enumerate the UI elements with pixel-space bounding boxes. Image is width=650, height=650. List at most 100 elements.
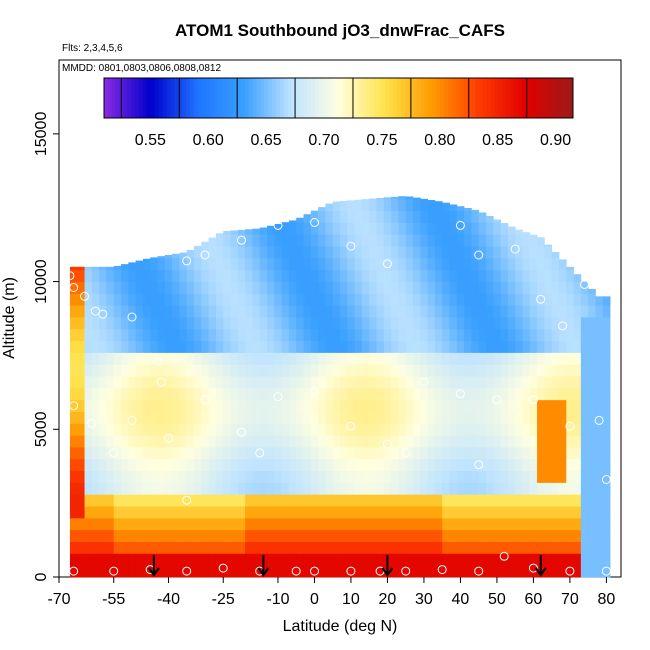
heatmap-cell xyxy=(325,506,334,519)
heatmap-cell xyxy=(507,246,516,259)
heatmap-cell xyxy=(245,293,253,306)
heatmap-cell xyxy=(230,541,239,554)
colorbar-segment xyxy=(115,78,121,118)
heatmap-cell xyxy=(128,458,137,472)
heatmap-cell xyxy=(296,458,304,472)
heatmap-cell xyxy=(91,340,100,353)
heatmap-cell xyxy=(464,376,472,389)
colorbar-segment xyxy=(354,78,359,118)
heatmap-cell xyxy=(420,399,428,412)
heatmap-cell xyxy=(471,553,480,566)
heatmap-cell xyxy=(595,553,604,566)
heatmap-cell xyxy=(267,234,275,247)
heatmap-cell xyxy=(325,482,334,495)
heatmap-cell xyxy=(544,246,553,259)
heatmap-cell xyxy=(223,399,231,412)
heatmap-cell xyxy=(558,529,567,542)
heatmap-cell xyxy=(128,506,137,519)
heatmap-cell xyxy=(478,340,487,353)
heatmap-cell xyxy=(303,281,312,294)
heatmap-cell xyxy=(471,494,480,507)
heatmap-cell xyxy=(215,529,224,542)
heatmap-cell xyxy=(391,553,399,566)
heatmap-cell xyxy=(142,506,151,519)
colorbar-segment xyxy=(303,78,308,118)
heatmap-cell xyxy=(208,411,217,424)
heatmap-cell xyxy=(471,470,480,483)
heatmap-cell xyxy=(142,470,151,483)
heatmap-cell xyxy=(99,305,107,318)
heatmap-cell xyxy=(595,529,604,542)
heatmap-cell xyxy=(135,305,144,318)
heatmap-cell xyxy=(551,447,560,460)
colorbar-segment xyxy=(361,78,367,118)
heatmap-cell xyxy=(347,387,355,401)
heatmap-cell xyxy=(449,482,458,495)
heatmap-cell xyxy=(201,376,210,389)
heatmap-cell xyxy=(194,245,202,247)
heatmap-cell xyxy=(354,565,363,578)
heatmap-cell xyxy=(595,399,604,412)
heatmap-cell xyxy=(347,269,355,282)
heatmap-cell xyxy=(157,293,166,306)
heatmap-cell xyxy=(522,506,531,519)
heatmap-cell xyxy=(230,399,239,412)
heatmap-cell xyxy=(91,517,100,531)
heatmap-cell xyxy=(318,269,326,282)
heatmap-cell xyxy=(580,553,589,566)
heatmap-cell xyxy=(566,447,574,460)
heatmap-cell xyxy=(361,447,370,460)
heatmap-cell xyxy=(201,447,210,460)
heatmap-cell xyxy=(398,506,407,519)
heatmap-cell xyxy=(471,529,480,542)
heatmap-cell xyxy=(391,529,399,542)
heatmap-cell xyxy=(332,447,341,460)
heatmap-cell xyxy=(296,246,304,259)
heatmap-cell xyxy=(230,328,239,342)
heatmap-cell xyxy=(551,257,560,271)
colorbar-segment xyxy=(127,78,132,118)
heatmap-cell xyxy=(267,257,275,271)
heatmap-cell xyxy=(580,411,589,424)
heatmap-cell xyxy=(303,317,312,330)
heatmap-cell xyxy=(537,541,545,554)
heatmap-cell xyxy=(347,447,355,460)
heatmap-cell xyxy=(303,458,312,472)
heatmap-cell xyxy=(478,328,487,342)
sample-point xyxy=(69,283,79,292)
heatmap-cell xyxy=(164,387,173,401)
heatmap-cell xyxy=(515,364,523,377)
heatmap-cell xyxy=(325,565,334,578)
sample-point xyxy=(455,220,465,230)
flight-arrow-head xyxy=(534,567,547,577)
heatmap-cell xyxy=(332,222,341,235)
heatmap-cell xyxy=(361,234,370,247)
heatmap-cell xyxy=(259,435,268,448)
heatmap-cell xyxy=(456,506,465,519)
heatmap-cell xyxy=(332,399,341,412)
heatmap-cell xyxy=(172,399,180,412)
heatmap-cell xyxy=(369,317,377,330)
heatmap-cell xyxy=(485,482,494,495)
heatmap-cell xyxy=(281,293,290,306)
heatmap-cell xyxy=(515,517,523,531)
heatmap-cell xyxy=(142,328,151,342)
heatmap-cell xyxy=(128,423,137,436)
heatmap-cell xyxy=(215,541,224,554)
heatmap-cell xyxy=(588,435,596,448)
heatmap-cell xyxy=(588,317,596,330)
heatmap-cell xyxy=(259,257,268,271)
heatmap-cell xyxy=(500,517,509,531)
colorbar-segment xyxy=(232,78,238,118)
heatmap-cell xyxy=(106,376,115,389)
heatmap-cell xyxy=(529,257,538,271)
heatmap-cell xyxy=(340,222,348,235)
heatmap-cell xyxy=(558,517,567,531)
heatmap-cell xyxy=(252,269,261,282)
heatmap-cell xyxy=(515,376,523,389)
heatmap-cell xyxy=(515,399,523,412)
heatmap-cell xyxy=(150,269,158,282)
heatmap-cell xyxy=(150,506,158,519)
heatmap-cell xyxy=(464,565,472,578)
heatmap-cell xyxy=(471,387,480,401)
